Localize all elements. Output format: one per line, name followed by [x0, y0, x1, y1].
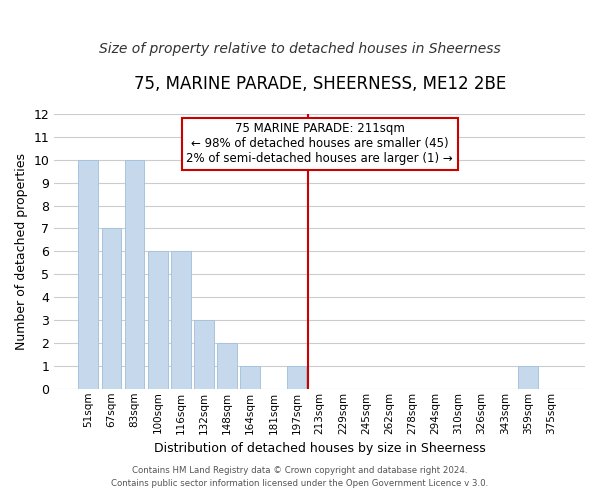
- Text: Contains HM Land Registry data © Crown copyright and database right 2024.
Contai: Contains HM Land Registry data © Crown c…: [112, 466, 488, 487]
- Text: 75 MARINE PARADE: 211sqm
← 98% of detached houses are smaller (45)
2% of semi-de: 75 MARINE PARADE: 211sqm ← 98% of detach…: [186, 122, 453, 165]
- Bar: [148, 252, 167, 389]
- Text: Size of property relative to detached houses in Sheerness: Size of property relative to detached ho…: [99, 42, 501, 56]
- X-axis label: Distribution of detached houses by size in Sheerness: Distribution of detached houses by size …: [154, 442, 485, 455]
- Bar: [194, 320, 214, 389]
- Bar: [287, 366, 307, 389]
- Bar: [125, 160, 145, 389]
- Bar: [79, 160, 98, 389]
- Bar: [101, 228, 121, 389]
- Bar: [518, 366, 538, 389]
- Y-axis label: Number of detached properties: Number of detached properties: [15, 153, 28, 350]
- Bar: [171, 252, 191, 389]
- Bar: [217, 343, 237, 389]
- Title: 75, MARINE PARADE, SHEERNESS, ME12 2BE: 75, MARINE PARADE, SHEERNESS, ME12 2BE: [134, 75, 506, 93]
- Bar: [241, 366, 260, 389]
